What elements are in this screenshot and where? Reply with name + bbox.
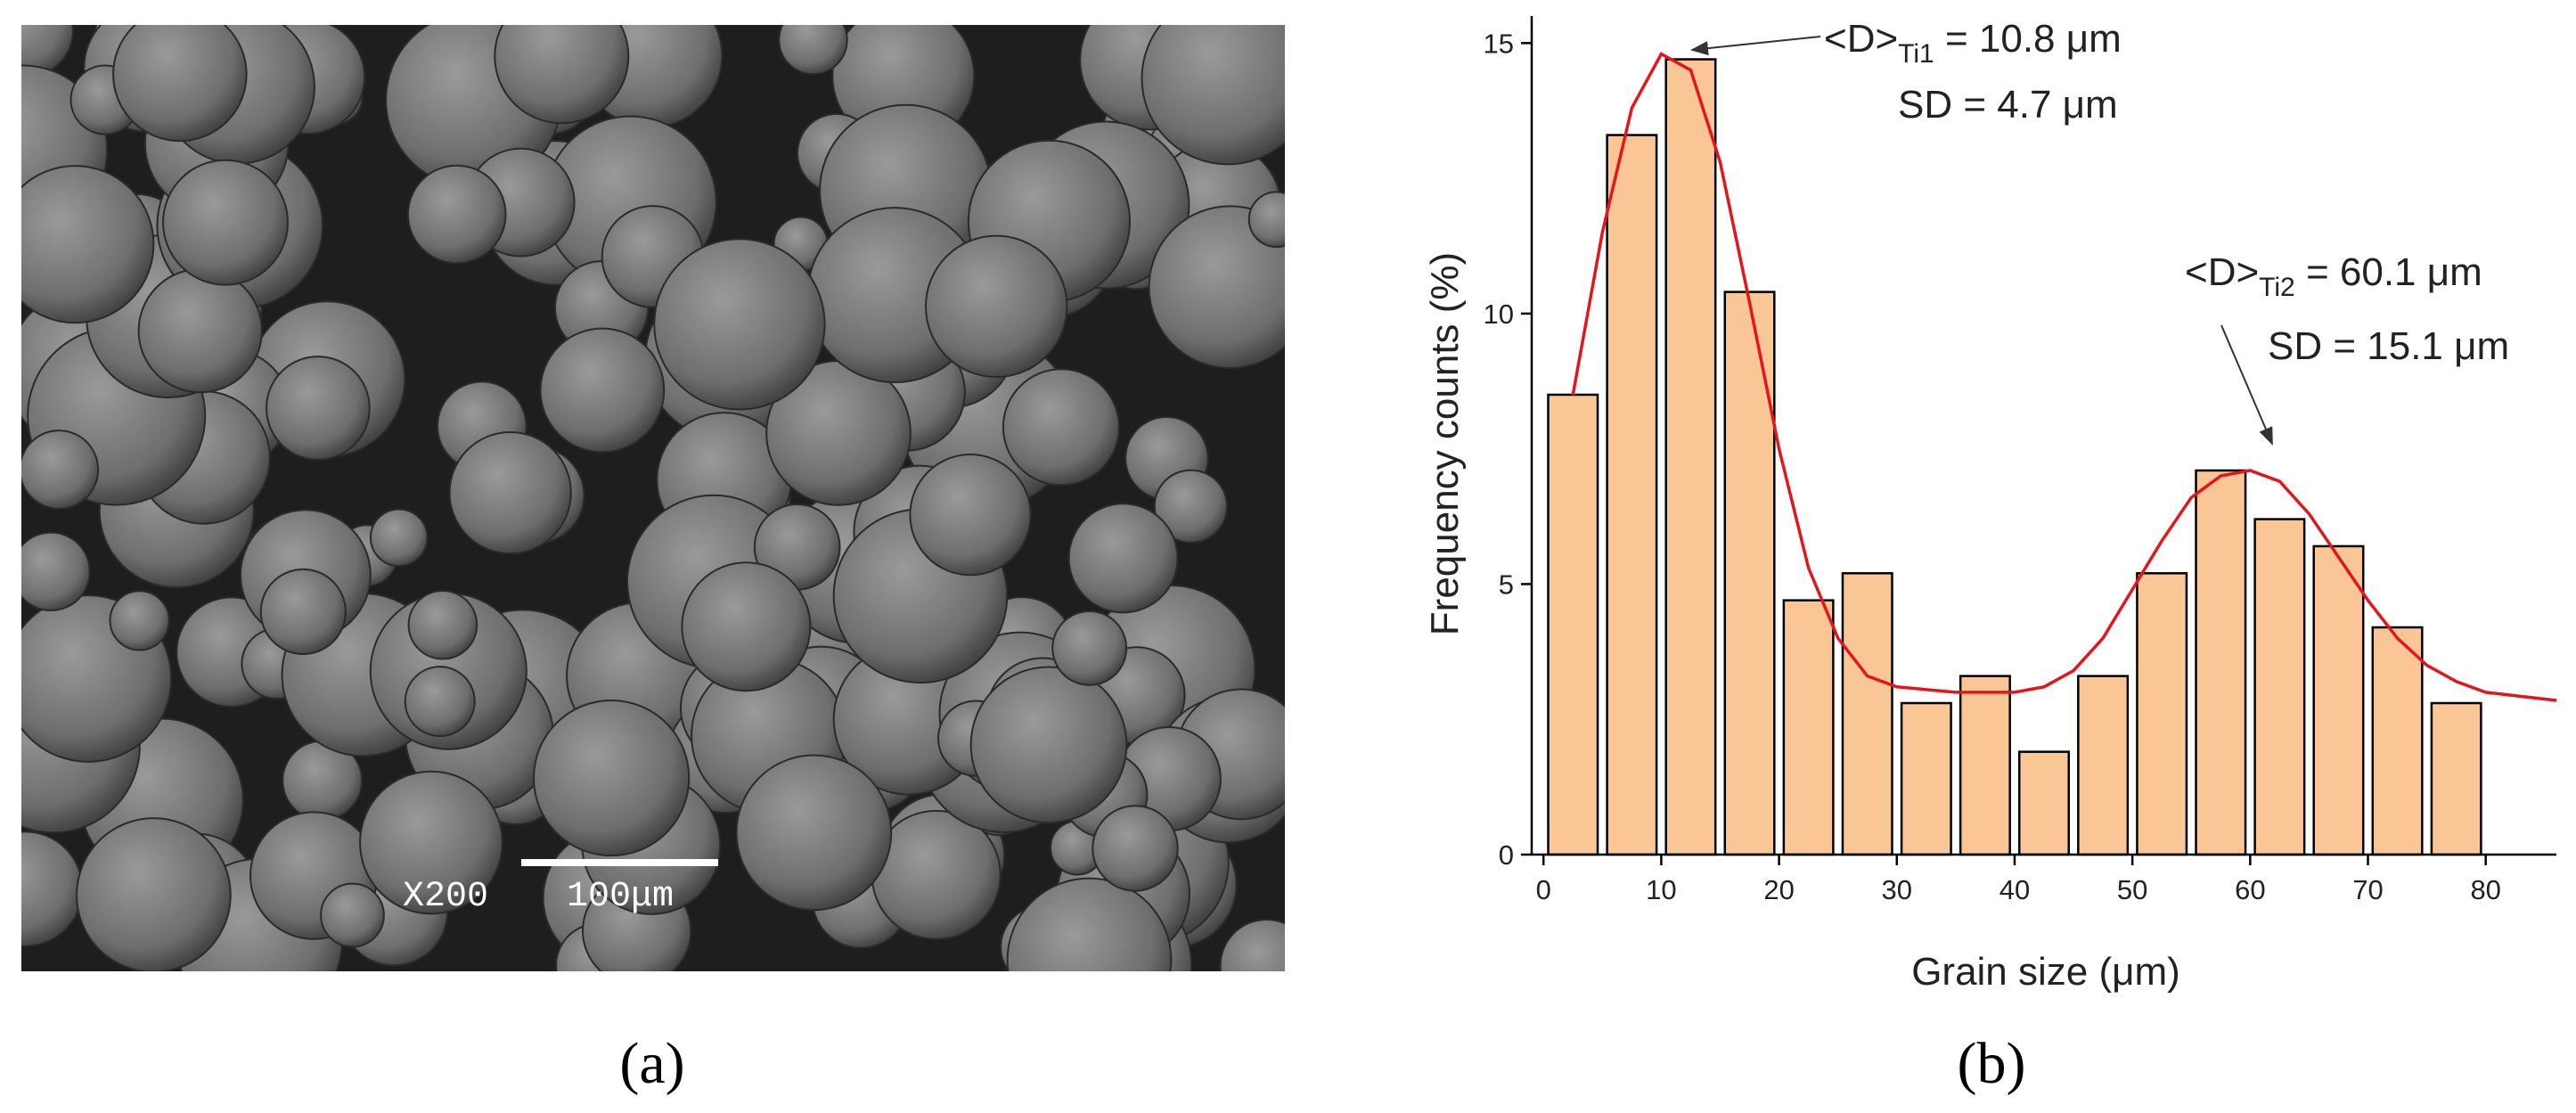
particle xyxy=(1148,205,1285,370)
y-tick-label: 0 xyxy=(1499,839,1514,871)
bar xyxy=(1841,572,1893,856)
particle xyxy=(259,568,347,656)
particle xyxy=(137,267,263,394)
particle xyxy=(162,159,289,286)
particle xyxy=(778,25,848,76)
caption: (b) xyxy=(1958,1031,2026,1096)
particle xyxy=(969,666,1128,824)
particle xyxy=(653,238,826,411)
particle xyxy=(735,754,893,912)
bar xyxy=(1606,134,1658,856)
bar xyxy=(1547,393,1599,856)
x-tick-label: 30 xyxy=(1882,874,1912,905)
particle xyxy=(369,508,429,568)
particle xyxy=(539,327,666,454)
x-tick-label: 10 xyxy=(1646,874,1676,905)
bar xyxy=(2371,626,2424,856)
particle xyxy=(1002,368,1121,487)
annotation-arrow xyxy=(1690,36,1821,56)
x-tick-label: 70 xyxy=(2352,874,2383,905)
particle xyxy=(21,165,155,324)
x-tick-label: 20 xyxy=(1763,874,1794,905)
y-tick-label: 10 xyxy=(1484,299,1514,330)
particle xyxy=(407,589,478,660)
bar xyxy=(2253,518,2306,856)
fit-curve xyxy=(1571,52,2557,702)
bar xyxy=(1782,599,1835,856)
particle xyxy=(76,817,232,971)
particle xyxy=(1092,805,1179,892)
bar xyxy=(1900,701,1952,856)
annotation-sd: SD = 4.7 μm xyxy=(1898,83,2118,127)
bar xyxy=(1664,58,1717,856)
x-tick-label: 0 xyxy=(1536,874,1551,905)
annotation-arrow xyxy=(2220,324,2273,446)
bar xyxy=(2017,750,2071,856)
annotation-subscript: Ti1 xyxy=(1898,39,1934,69)
y-tick-label: 5 xyxy=(1499,569,1514,600)
particle xyxy=(1067,503,1179,614)
bar xyxy=(1723,291,1776,856)
particle xyxy=(406,164,507,265)
particle xyxy=(494,25,630,125)
particle xyxy=(924,234,1068,379)
x-tick-label: 60 xyxy=(2235,874,2265,905)
particle xyxy=(532,699,691,857)
annotation: <D>Ti1 = 10.8 μm xyxy=(1824,17,2122,69)
bar xyxy=(2312,544,2365,856)
particle xyxy=(21,430,100,510)
particle xyxy=(1219,918,1285,971)
bar xyxy=(2195,469,2247,856)
annotation-suffix: = 10.8 μm xyxy=(1934,17,2122,61)
bar xyxy=(1959,675,2011,856)
magnification: X200 xyxy=(403,877,488,917)
particle xyxy=(1141,25,1285,166)
particle xyxy=(265,356,371,461)
x-tick-label: 40 xyxy=(1999,874,2030,905)
annotation-prefix: <D> xyxy=(1824,17,1898,61)
bar xyxy=(2077,675,2130,856)
x-tick-label: 50 xyxy=(2117,874,2147,905)
particle xyxy=(359,770,503,915)
annotation-sd: SD = 15.1 μm xyxy=(2268,324,2509,368)
bar xyxy=(2136,572,2188,856)
x-tick-label: 80 xyxy=(2470,874,2500,905)
sem-image xyxy=(21,25,1285,971)
particle xyxy=(1247,191,1285,249)
caption: (a) xyxy=(619,1031,684,1096)
particle xyxy=(681,561,812,692)
particle xyxy=(909,454,1032,577)
particle xyxy=(1051,610,1128,686)
annotation-suffix: = 60.1 μm xyxy=(2295,250,2482,294)
scale-bar-label: 100μm xyxy=(567,877,674,917)
particle xyxy=(109,590,170,651)
particle xyxy=(448,430,572,555)
particle xyxy=(1006,877,1173,971)
annotation-prefix: <D> xyxy=(2185,250,2259,294)
annotation: <D>Ti2 = 60.1 μm xyxy=(2185,250,2482,302)
annotation-subscript: Ti2 xyxy=(2259,273,2295,302)
particle xyxy=(404,666,476,738)
x-axis-label: Grain size (μm) xyxy=(1911,950,2180,994)
particle xyxy=(1153,469,1229,544)
particle xyxy=(112,25,248,143)
bar xyxy=(2430,701,2482,856)
y-tick-label: 15 xyxy=(1484,28,1514,59)
y-axis-label: Frequency counts (%) xyxy=(1423,252,1467,635)
particle xyxy=(320,882,385,948)
particle xyxy=(21,531,91,612)
